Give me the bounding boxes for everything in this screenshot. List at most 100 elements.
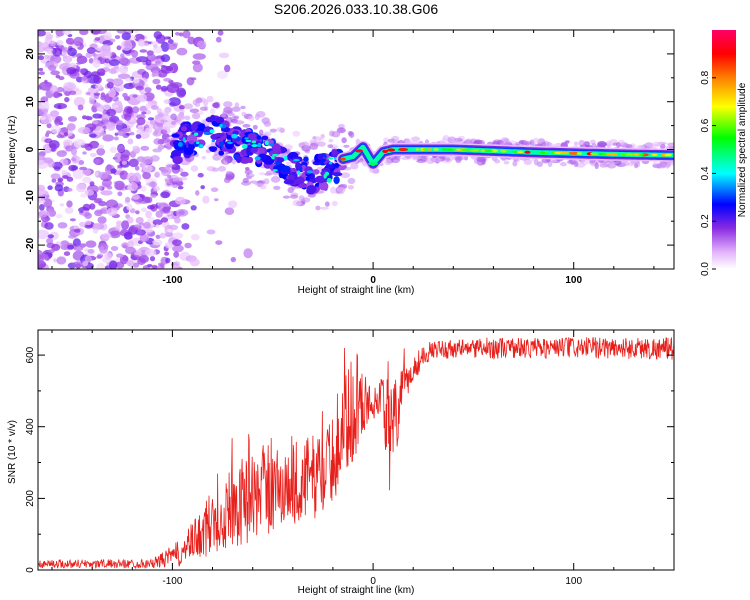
heatmap-cell-453 bbox=[168, 215, 173, 220]
heatmap-cell-605 bbox=[121, 32, 131, 41]
heatmap-cell-1598 bbox=[336, 186, 346, 194]
heatmap-cell-856 bbox=[38, 249, 44, 261]
heatmap-cell-576 bbox=[86, 47, 96, 54]
heatmap-cell-498 bbox=[125, 196, 131, 203]
heatmap-hotspot-9 bbox=[524, 150, 531, 154]
heatmap-cell-766 bbox=[165, 66, 174, 72]
heatmap-cell-730 bbox=[135, 217, 144, 224]
heatmap-cell-1547 bbox=[658, 161, 667, 169]
spectrogram-ytick-label-2: 0 bbox=[25, 146, 36, 152]
heatmap-cell-1785 bbox=[326, 162, 335, 169]
heatmap-cell-1894 bbox=[251, 144, 258, 148]
heatmap-cell-1522 bbox=[269, 128, 277, 133]
heatmap-cell-899 bbox=[99, 50, 112, 59]
heatmap-cell-1411 bbox=[324, 201, 330, 207]
heatmap-cell-796 bbox=[151, 105, 159, 110]
heatmap-cell-460 bbox=[165, 257, 171, 264]
heatmap-cell-403 bbox=[83, 70, 92, 79]
heatmap-cell-820 bbox=[173, 260, 181, 268]
heatmap-cell-1905 bbox=[422, 148, 429, 151]
heatmap-cell-1130 bbox=[263, 131, 272, 137]
heatmap-cell-845 bbox=[76, 53, 83, 59]
heatmap-cell-876 bbox=[113, 136, 119, 141]
heatmap-cell-737 bbox=[73, 36, 84, 47]
heatmap-cell-1252 bbox=[153, 138, 162, 145]
snr-xtick-label-0: -100 bbox=[162, 576, 182, 587]
heatmap-cell-1560 bbox=[331, 131, 341, 138]
spectrogram-ytick-label-1: -10 bbox=[25, 190, 36, 205]
heatmap-cell-427 bbox=[102, 134, 114, 142]
snr-ytick-label-0: 0 bbox=[25, 567, 36, 573]
heatmap-cell-861 bbox=[176, 47, 188, 56]
heatmap-cell-689 bbox=[136, 117, 146, 126]
heatmap-cell-705 bbox=[82, 169, 92, 176]
heatmap-cell-775 bbox=[82, 176, 92, 184]
heatmap-cell-396 bbox=[129, 131, 135, 136]
colorbar-gradient bbox=[712, 30, 736, 269]
heatmap-cell-854 bbox=[71, 148, 77, 156]
heatmap-cell-224 bbox=[96, 147, 106, 156]
heatmap-cell-1297 bbox=[276, 127, 285, 133]
heatmap-cell-683 bbox=[108, 89, 116, 98]
heatmap-cell-275 bbox=[56, 86, 64, 93]
heatmap-cell-411 bbox=[38, 81, 53, 91]
heatmap-cell-660 bbox=[63, 132, 69, 137]
heatmap-cell-1896 bbox=[480, 149, 485, 152]
heatmap-cell-764 bbox=[44, 222, 54, 230]
heatmap-cell-1257 bbox=[327, 144, 334, 149]
heatmap-cell-597 bbox=[50, 173, 61, 180]
snr-xtick-label-2: 100 bbox=[565, 576, 582, 587]
heatmap-cell-738 bbox=[147, 228, 154, 233]
heatmap-cell-1450 bbox=[231, 159, 236, 165]
heatmap-cell-747 bbox=[119, 170, 129, 180]
heatmap-cell-798 bbox=[48, 140, 60, 150]
heatmap-cell-1399 bbox=[160, 119, 168, 123]
heatmap-cell-850 bbox=[167, 43, 178, 50]
heatmap-cell-733 bbox=[109, 38, 116, 43]
heatmap-cell-1288 bbox=[292, 130, 301, 137]
heatmap-cell-1533 bbox=[179, 177, 188, 181]
heatmap-cell-898 bbox=[53, 91, 61, 99]
heatmap-cell-1824 bbox=[297, 183, 308, 189]
heatmap-cell-651 bbox=[197, 40, 207, 49]
heatmap-cell-844 bbox=[52, 47, 62, 57]
heatmap-cell-721 bbox=[117, 144, 125, 153]
heatmap-cell-1830 bbox=[247, 156, 254, 164]
heatmap-cell-578 bbox=[123, 231, 133, 240]
heatmap-cell-806 bbox=[85, 115, 91, 121]
heatmap-cell-1884 bbox=[272, 153, 279, 157]
heatmap-cell-1910 bbox=[455, 148, 461, 151]
heatmap-cell-313 bbox=[215, 240, 223, 246]
heatmap-cell-336 bbox=[150, 193, 157, 199]
heatmap-cell-669 bbox=[38, 198, 46, 204]
heatmap-cell-270 bbox=[90, 223, 105, 230]
heatmap-cell-1927 bbox=[601, 152, 607, 156]
heatmap-cell-753 bbox=[160, 65, 167, 68]
heatmap-cell-1552 bbox=[195, 97, 203, 104]
heatmap-cell-1346 bbox=[301, 141, 310, 147]
heatmap-cell-863 bbox=[79, 166, 88, 171]
heatmap-cell-816 bbox=[202, 195, 210, 204]
chart-title: S206.2026.033.10.38.G06 bbox=[274, 1, 438, 17]
heatmap-cell-895 bbox=[95, 89, 100, 93]
heatmap-cell-588 bbox=[128, 82, 134, 87]
heatmap-cell-1892 bbox=[196, 141, 200, 145]
heatmap-cell-608 bbox=[182, 30, 191, 39]
heatmap-cell-1428 bbox=[152, 130, 162, 137]
heatmap-cell-751 bbox=[94, 37, 101, 41]
heatmap-cell-1809 bbox=[181, 126, 187, 132]
heatmap-cell-374 bbox=[224, 207, 235, 215]
heatmap-cell-1572 bbox=[405, 138, 411, 144]
heatmap-cell-873 bbox=[66, 67, 77, 75]
heatmap-cell-319 bbox=[142, 171, 152, 180]
heatmap-cell-684 bbox=[126, 259, 134, 267]
heatmap-cell-1229 bbox=[162, 134, 172, 138]
heatmap-cell-893 bbox=[121, 40, 133, 51]
heatmap-cell-556 bbox=[206, 229, 216, 235]
heatmap-cell-756 bbox=[175, 209, 189, 217]
heatmap-cell-1298 bbox=[234, 102, 240, 109]
heatmap-cell-886 bbox=[138, 39, 145, 46]
heatmap-cell-1493 bbox=[234, 120, 245, 125]
heatmap-cell-1829 bbox=[295, 162, 301, 170]
heatmap-cell-1452 bbox=[411, 154, 418, 161]
